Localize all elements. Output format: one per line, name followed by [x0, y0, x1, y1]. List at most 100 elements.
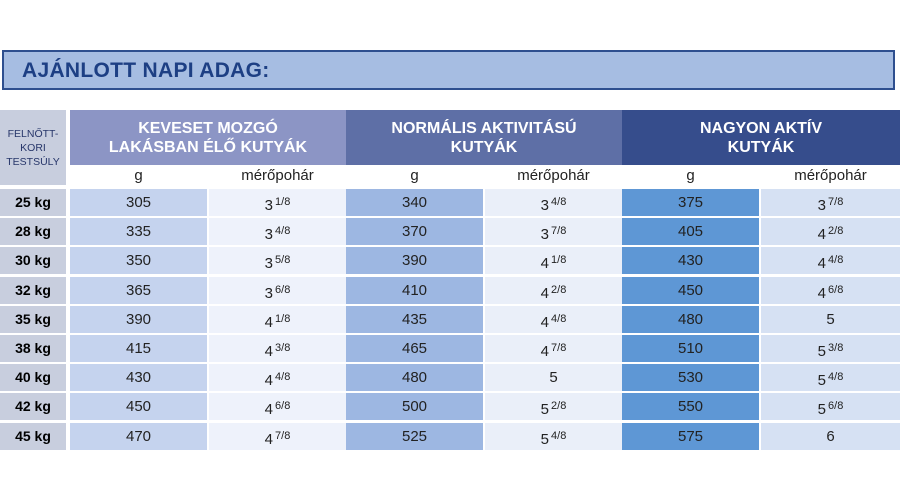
cups-cell: 4 6/8 [761, 277, 900, 304]
group-header-line: NORMÁLIS AKTIVITÁSÚ [391, 119, 577, 137]
cell-value: 4 [817, 255, 827, 272]
cell-value: 5 [817, 401, 827, 418]
cups-cell: 5 [485, 364, 622, 391]
cell-value: 390 [125, 311, 152, 328]
cell-value: 305 [125, 194, 152, 211]
cell-fraction: 6/8 [275, 400, 291, 412]
cell-value: 3 [264, 226, 274, 243]
cups-cell: 5 [761, 306, 900, 333]
weight-cell: 25 kg [0, 189, 66, 216]
grams-cell: 430 [622, 247, 759, 274]
weight-header-line: TESTSÚLY [6, 155, 60, 168]
cell-fraction: 4/8 [551, 196, 567, 208]
cell-value: 470 [125, 428, 152, 445]
grams-cell: 430 [70, 364, 207, 391]
cups-cell: 5 2/8 [485, 393, 622, 420]
cell-value: 430 [125, 369, 152, 386]
cell-value: 4 [264, 343, 274, 360]
grams-cell: 465 [346, 335, 483, 362]
cell-value: 480 [677, 311, 704, 328]
grams-cell: 390 [70, 306, 207, 333]
group-header-normal-activity: NORMÁLIS AKTIVITÁSÚ KUTYÁK [346, 110, 622, 165]
cups-cell: 3 1/8 [209, 189, 346, 216]
grams-cell: 405 [622, 218, 759, 245]
cell-fraction: 7/8 [828, 196, 844, 208]
cell-value: 390 [401, 252, 428, 269]
cups-cell: 4 4/8 [209, 364, 346, 391]
grams-cell: 375 [622, 189, 759, 216]
cups-cell: 4 7/8 [209, 423, 346, 450]
weight-header-line: KORI [20, 141, 46, 154]
subheader-grams: g [622, 165, 759, 186]
cell-value: 500 [401, 398, 428, 415]
cell-value: 4 [540, 343, 550, 360]
cell-fraction: 4/8 [828, 371, 844, 383]
group-header-line: NAGYON AKTÍV [699, 119, 823, 137]
cell-value: 430 [677, 252, 704, 269]
cell-value: 3 [264, 285, 274, 302]
cell-fraction: 4/8 [275, 225, 291, 237]
cell-value: 575 [677, 428, 704, 445]
cell-value: 4 [264, 401, 274, 418]
cell-value: 370 [401, 223, 428, 240]
cell-fraction: 1/8 [275, 196, 291, 208]
grams-cell: 390 [346, 247, 483, 274]
cell-value: 450 [125, 398, 152, 415]
cell-value: 5 [540, 401, 550, 418]
grams-cell: 480 [622, 306, 759, 333]
cell-value: 4 [817, 226, 827, 243]
cell-value: 375 [677, 194, 704, 211]
cell-value: 525 [401, 428, 428, 445]
subheader-cups: mérőpohár [485, 165, 622, 186]
grams-cell: 335 [70, 218, 207, 245]
grams-cell: 450 [622, 277, 759, 304]
grams-cell: 350 [70, 247, 207, 274]
grams-cell: 500 [346, 393, 483, 420]
grams-cell: 480 [346, 364, 483, 391]
cell-value: 450 [677, 282, 704, 299]
page-title: AJÁNLOTT NAPI ADAG: [22, 59, 270, 82]
cell-value: 6 [826, 428, 835, 445]
weight-cell: 40 kg [0, 364, 66, 391]
cups-cell: 4 4/8 [761, 247, 900, 274]
cell-value: 3 [264, 197, 274, 214]
cups-cell: 5 3/8 [761, 335, 900, 362]
cell-fraction: 5/8 [275, 254, 291, 266]
cups-cell: 4 2/8 [485, 277, 622, 304]
cell-fraction: 4/8 [551, 313, 567, 325]
cell-fraction: 2/8 [551, 284, 567, 296]
group-header-line: KUTYÁK [727, 138, 795, 156]
cell-value: 510 [677, 340, 704, 357]
cell-value: 5 [817, 343, 827, 360]
cell-value: 405 [677, 223, 704, 240]
cell-fraction: 7/8 [275, 430, 291, 442]
grams-cell: 530 [622, 364, 759, 391]
cups-cell: 4 7/8 [485, 335, 622, 362]
grams-cell: 550 [622, 393, 759, 420]
weight-cell: 42 kg [0, 393, 66, 420]
title-bar: AJÁNLOTT NAPI ADAG: [2, 50, 895, 90]
weight-header-line: FELNŐTT- [7, 127, 59, 140]
grams-cell: 575 [622, 423, 759, 450]
cell-value: 4 [264, 314, 274, 331]
cell-fraction: 2/8 [828, 225, 844, 237]
cell-value: 340 [401, 194, 428, 211]
cups-cell: 6 [761, 423, 900, 450]
weight-column-header: FELNŐTT- KORI TESTSÚLY [0, 110, 66, 185]
cell-value: 4 [540, 285, 550, 302]
group-header-low-activity: KEVESET MOZGÓ LAKÁSBAN ÉLŐ KUTYÁK [70, 110, 346, 165]
cell-value: 480 [401, 369, 428, 386]
cell-value: 4 [817, 285, 827, 302]
grams-cell: 415 [70, 335, 207, 362]
cups-cell: 4 1/8 [485, 247, 622, 274]
subheader-grams: g [346, 165, 483, 186]
weight-cell: 30 kg [0, 247, 66, 274]
grams-cell: 370 [346, 218, 483, 245]
cups-cell: 5 4/8 [761, 364, 900, 391]
cups-cell: 4 1/8 [209, 306, 346, 333]
cell-fraction: 7/8 [551, 342, 567, 354]
weight-cell: 35 kg [0, 306, 66, 333]
cell-value: 335 [125, 223, 152, 240]
grams-cell: 450 [70, 393, 207, 420]
group-header-line: LAKÁSBAN ÉLŐ KUTYÁK [108, 138, 308, 156]
